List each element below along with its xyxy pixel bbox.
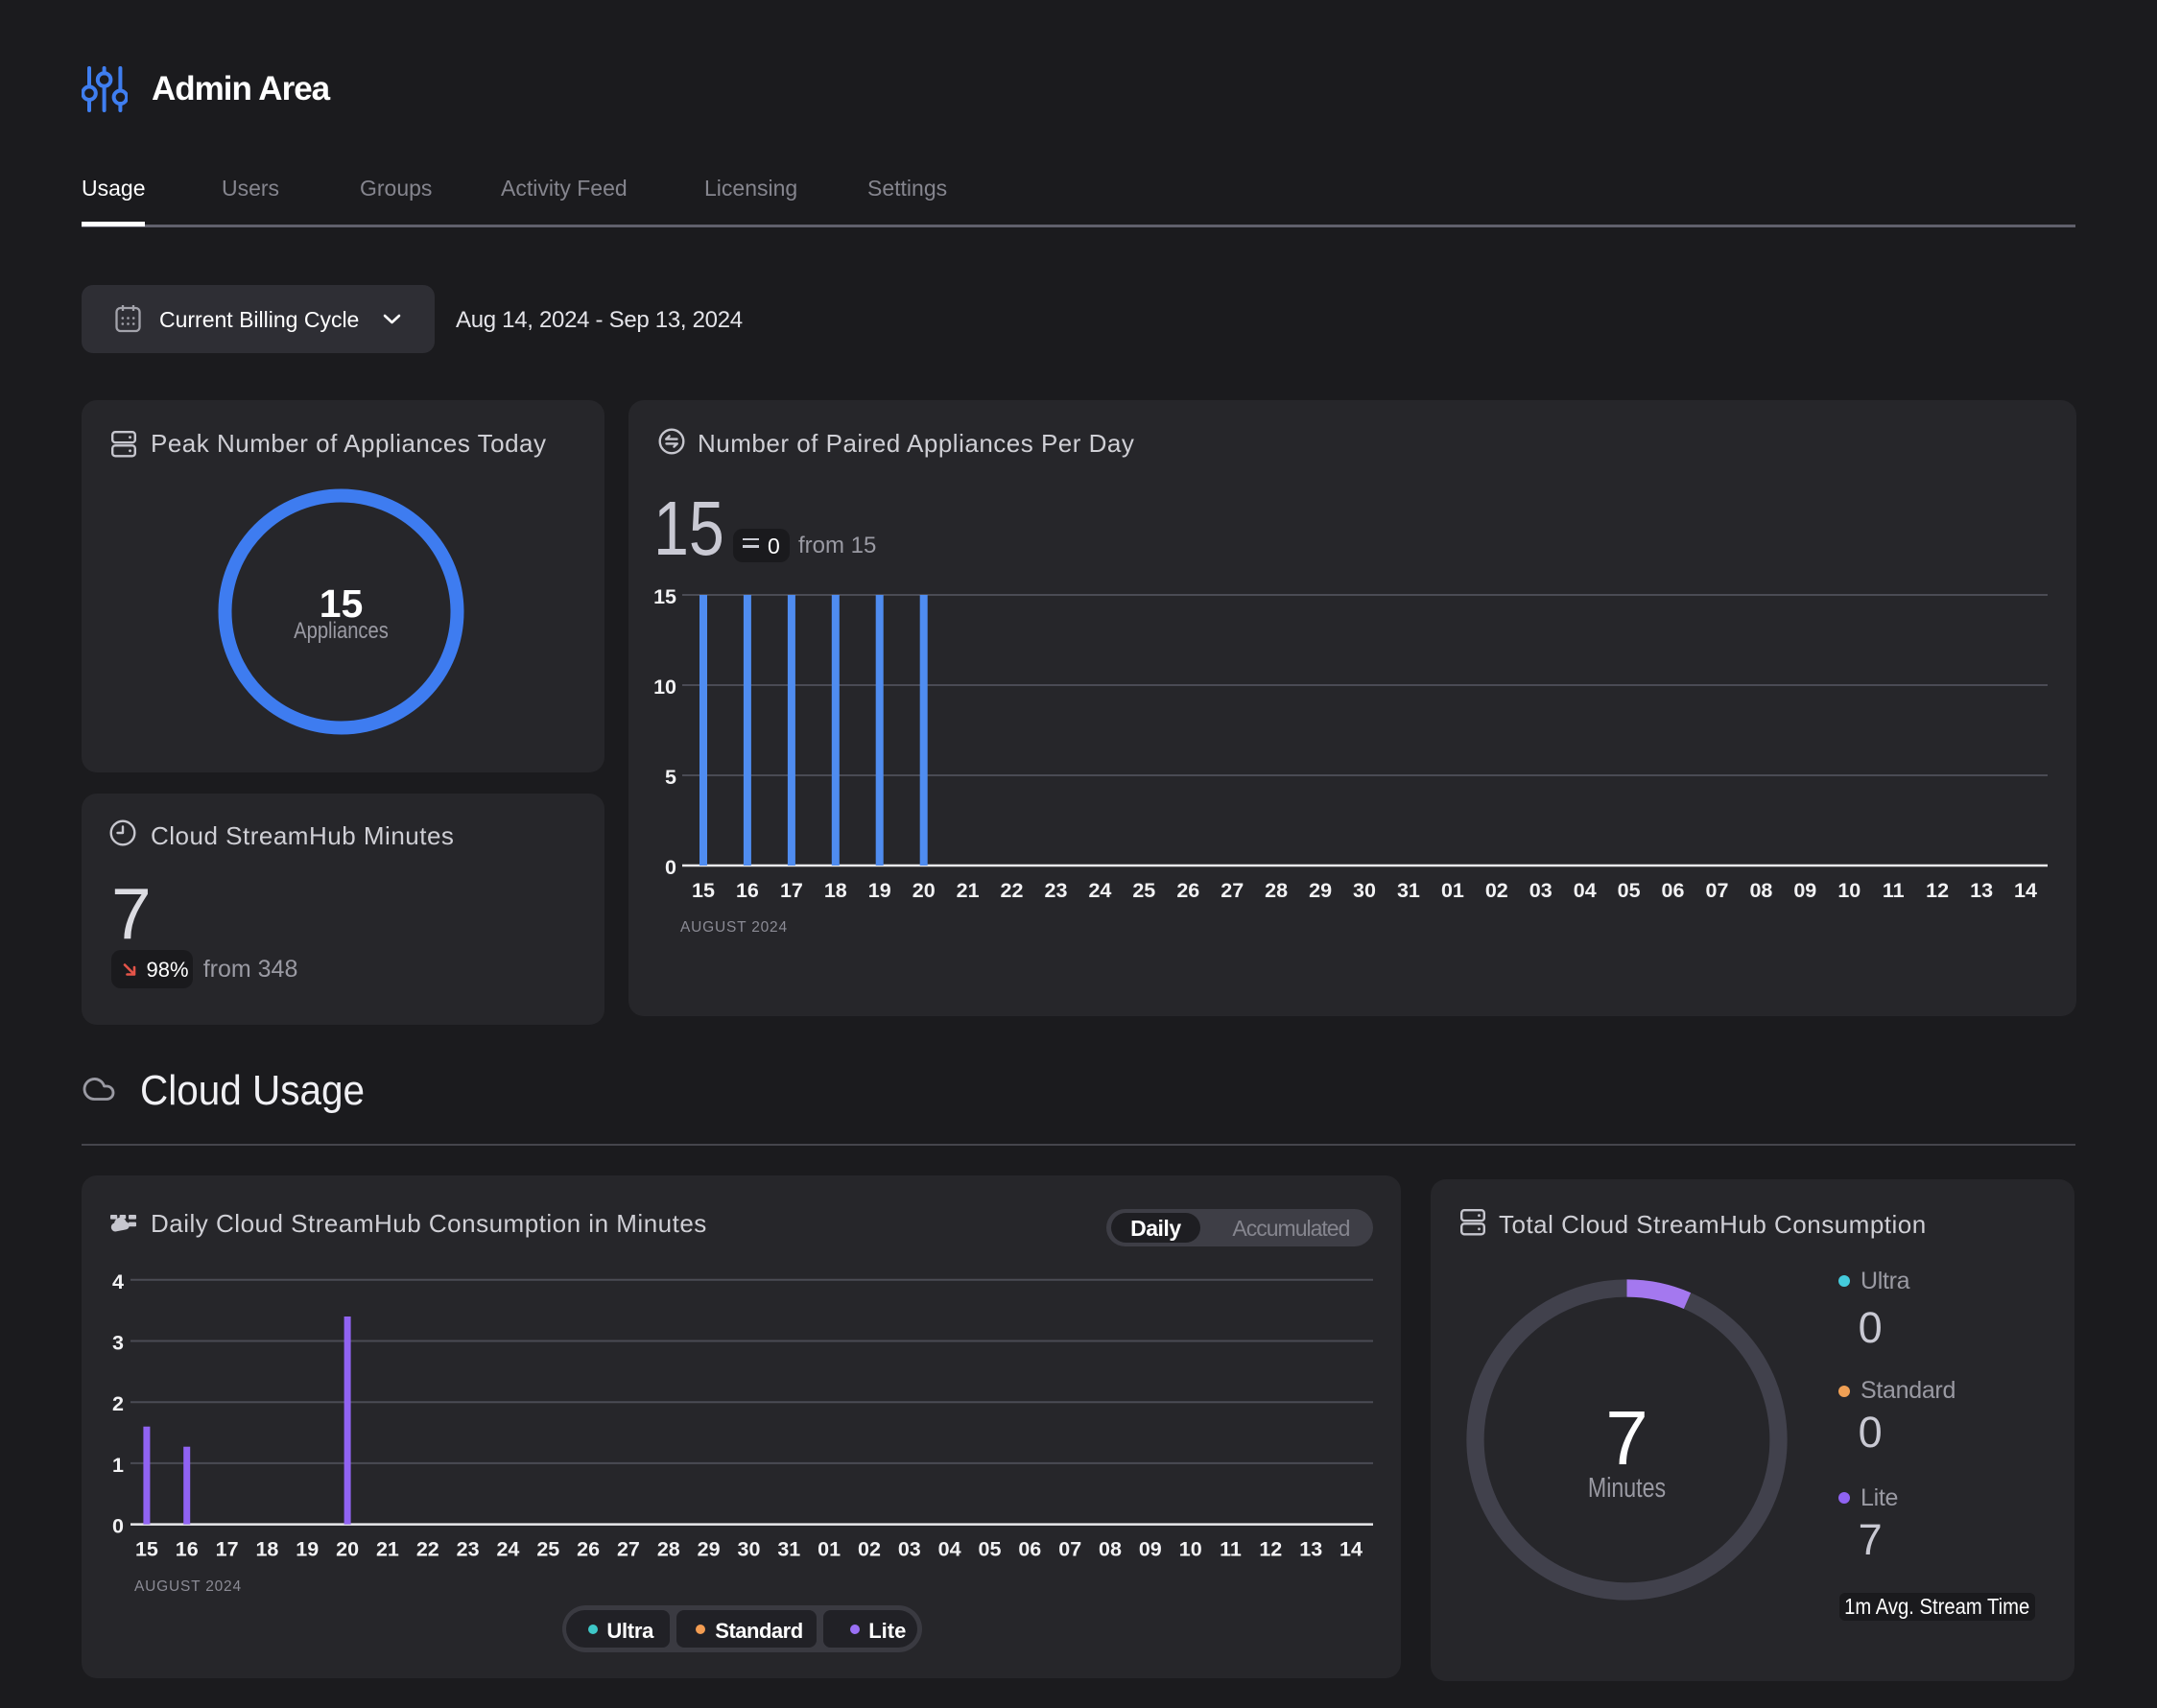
svg-text:07: 07 [1058, 1538, 1081, 1561]
svg-text:14: 14 [2014, 879, 2037, 902]
svg-text:02: 02 [858, 1538, 881, 1561]
svg-text:01: 01 [1441, 879, 1464, 902]
svg-text:22: 22 [1001, 879, 1024, 902]
svg-text:26: 26 [1176, 879, 1199, 902]
svg-text:27: 27 [1221, 879, 1244, 902]
svg-text:19: 19 [296, 1538, 319, 1561]
svg-text:01: 01 [818, 1538, 841, 1561]
svg-text:06: 06 [1662, 879, 1685, 902]
svg-text:13: 13 [1299, 1538, 1322, 1561]
svg-text:15: 15 [135, 1538, 158, 1561]
svg-text:06: 06 [1018, 1538, 1041, 1561]
svg-text:10: 10 [1179, 1538, 1202, 1561]
svg-text:08: 08 [1749, 879, 1772, 902]
svg-text:14: 14 [1339, 1538, 1363, 1561]
svg-text:1: 1 [112, 1454, 124, 1477]
svg-text:04: 04 [1574, 879, 1597, 902]
svg-text:17: 17 [780, 879, 803, 902]
svg-text:22: 22 [416, 1538, 439, 1561]
svg-text:26: 26 [577, 1538, 600, 1561]
svg-text:29: 29 [1309, 879, 1332, 902]
svg-text:24: 24 [496, 1538, 519, 1561]
svg-text:11: 11 [1883, 879, 1905, 902]
svg-text:0: 0 [665, 856, 676, 879]
svg-text:11: 11 [1220, 1538, 1242, 1561]
svg-text:12: 12 [1926, 879, 1949, 902]
svg-text:19: 19 [868, 879, 891, 902]
svg-text:04: 04 [938, 1538, 961, 1561]
svg-text:4: 4 [112, 1270, 124, 1293]
svg-text:30: 30 [1353, 879, 1376, 902]
svg-text:0: 0 [112, 1515, 124, 1538]
svg-text:30: 30 [738, 1538, 761, 1561]
svg-text:25: 25 [536, 1538, 559, 1561]
svg-text:2: 2 [112, 1392, 124, 1415]
svg-text:09: 09 [1793, 879, 1816, 902]
svg-text:16: 16 [736, 879, 759, 902]
svg-text:18: 18 [824, 879, 847, 902]
svg-text:12: 12 [1259, 1538, 1282, 1561]
svg-text:5: 5 [665, 766, 676, 789]
svg-text:AUGUST 2024: AUGUST 2024 [680, 919, 788, 936]
svg-text:13: 13 [1970, 879, 1993, 902]
svg-text:AUGUST 2024: AUGUST 2024 [134, 1578, 242, 1595]
svg-text:08: 08 [1099, 1538, 1122, 1561]
svg-text:21: 21 [376, 1538, 399, 1561]
svg-text:03: 03 [1529, 879, 1553, 902]
svg-text:25: 25 [1132, 879, 1155, 902]
svg-text:23: 23 [1045, 879, 1068, 902]
svg-text:15: 15 [653, 585, 676, 608]
svg-text:24: 24 [1088, 879, 1111, 902]
svg-text:10: 10 [653, 676, 676, 699]
svg-text:20: 20 [913, 879, 936, 902]
svg-text:03: 03 [898, 1538, 921, 1561]
svg-text:29: 29 [698, 1538, 721, 1561]
svg-text:27: 27 [617, 1538, 640, 1561]
svg-text:3: 3 [112, 1332, 124, 1355]
svg-text:21: 21 [957, 879, 980, 902]
svg-text:28: 28 [1265, 879, 1288, 902]
svg-text:05: 05 [1618, 879, 1641, 902]
svg-text:09: 09 [1139, 1538, 1162, 1561]
svg-text:18: 18 [255, 1538, 278, 1561]
svg-text:07: 07 [1706, 879, 1729, 902]
svg-text:31: 31 [1397, 879, 1420, 902]
svg-text:16: 16 [176, 1538, 199, 1561]
svg-text:20: 20 [336, 1538, 359, 1561]
svg-text:10: 10 [1837, 879, 1861, 902]
svg-text:31: 31 [777, 1538, 800, 1561]
svg-text:28: 28 [657, 1538, 680, 1561]
svg-text:17: 17 [216, 1538, 239, 1561]
svg-text:02: 02 [1485, 879, 1508, 902]
svg-text:23: 23 [457, 1538, 480, 1561]
svg-text:05: 05 [979, 1538, 1002, 1561]
svg-text:15: 15 [692, 879, 715, 902]
